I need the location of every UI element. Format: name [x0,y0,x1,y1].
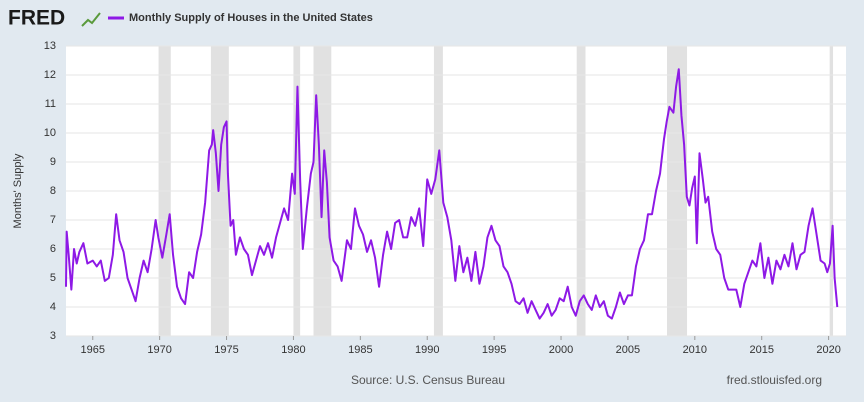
y-tick-label: 8 [50,185,56,197]
x-tick-label: 1970 [147,344,171,356]
y-axis-label: Months' Supply [12,153,24,228]
x-tick-label: 2015 [749,344,773,356]
y-tick-label: 13 [44,40,56,52]
logo-icon [81,12,101,27]
x-tick-label: 1990 [415,344,439,356]
y-tick-label: 3 [50,330,56,342]
x-tick-label: 2010 [683,344,707,356]
site: fred.stlouisfed.org [727,373,822,387]
x-tick-label: 1975 [214,344,238,356]
y-tick-label: 5 [50,272,56,284]
x-tick-label: 2000 [549,344,573,356]
y-tick-label: 10 [44,127,56,139]
x-tick-label: 2020 [816,344,840,356]
line [65,68,839,320]
x-tick-label: 2005 [616,344,640,356]
x-tick-label: 1995 [482,344,506,356]
y-tick-label: 7 [50,214,56,226]
x-tick-label: 1980 [281,344,305,356]
y-tick-label: 4 [50,301,56,313]
y-tick-label: 6 [50,243,56,255]
legend-label: Monthly Supply of Houses in the United S… [129,12,373,24]
x-tick-label: 1965 [81,344,105,356]
y-tick-label: 12 [44,69,56,81]
source: Source: U.S. Census Bureau [351,373,505,387]
x-tick-label: 1985 [348,344,372,356]
logo: FRED [8,7,65,30]
y-tick-label: 9 [50,156,56,168]
y-tick-label: 11 [45,98,56,110]
